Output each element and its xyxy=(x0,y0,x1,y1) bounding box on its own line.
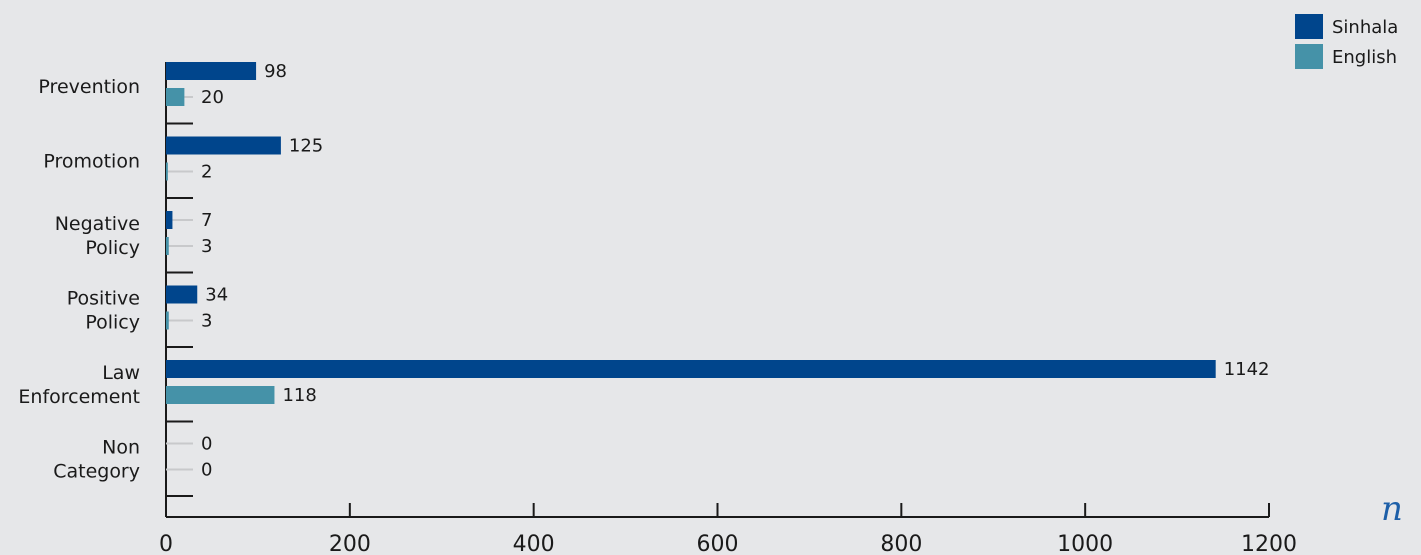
data-label: 118 xyxy=(282,385,316,406)
category-label: Promotion xyxy=(43,151,140,173)
bar-english xyxy=(166,311,169,330)
bar-english xyxy=(166,88,185,106)
x-axis-unit-label: n xyxy=(1381,489,1403,529)
data-label: 2 xyxy=(201,162,212,183)
plot-area: 0 200 400 600 800 1000 1200Prevention9820Promo… xyxy=(18,61,1297,555)
data-label: 3 xyxy=(201,236,212,257)
data-label: 0 xyxy=(201,434,212,455)
bar-english xyxy=(166,386,275,404)
category-label: Policy xyxy=(85,312,140,334)
data-label: 7 xyxy=(201,210,212,231)
bar-english xyxy=(166,237,169,255)
category-label: Law xyxy=(102,362,140,384)
legend: Sinhala English xyxy=(1295,14,1398,69)
category-label: Policy xyxy=(85,237,140,259)
data-label: 34 xyxy=(205,285,228,306)
category-label: Negative xyxy=(55,213,140,235)
category-label: Non xyxy=(102,437,140,459)
bar-sinhala xyxy=(166,211,173,229)
x-tick-label: 1000 xyxy=(1057,532,1113,555)
category-label: Category xyxy=(53,461,140,483)
data-label: 0 xyxy=(201,460,212,481)
data-label: 3 xyxy=(201,311,212,332)
data-label: 1142 xyxy=(1224,359,1270,380)
legend-swatch-sinhala xyxy=(1295,14,1323,39)
bar-sinhala xyxy=(166,62,257,80)
category-label: Prevention xyxy=(38,76,140,98)
legend-swatch-english xyxy=(1295,44,1323,69)
bar-sinhala xyxy=(166,360,1216,378)
x-tick-label: 800 xyxy=(880,532,922,555)
x-tick-label: 0 xyxy=(159,532,173,555)
data-label: 20 xyxy=(201,87,224,108)
bar-sinhala xyxy=(166,136,281,155)
category-label: Positive xyxy=(67,288,140,310)
x-tick-label: 600 xyxy=(697,532,739,555)
bar-sinhala xyxy=(166,285,198,304)
bar-english xyxy=(166,162,168,181)
data-label: 98 xyxy=(264,61,287,82)
legend-label-english: English xyxy=(1332,47,1397,68)
x-tick-label: 200 xyxy=(329,532,371,555)
x-tick-label: 1200 xyxy=(1241,532,1297,555)
category-label: Enforcement xyxy=(18,386,140,408)
legend-label-sinhala: Sinhala xyxy=(1332,17,1398,38)
x-tick-label: 400 xyxy=(513,532,555,555)
data-label: 125 xyxy=(289,136,323,157)
